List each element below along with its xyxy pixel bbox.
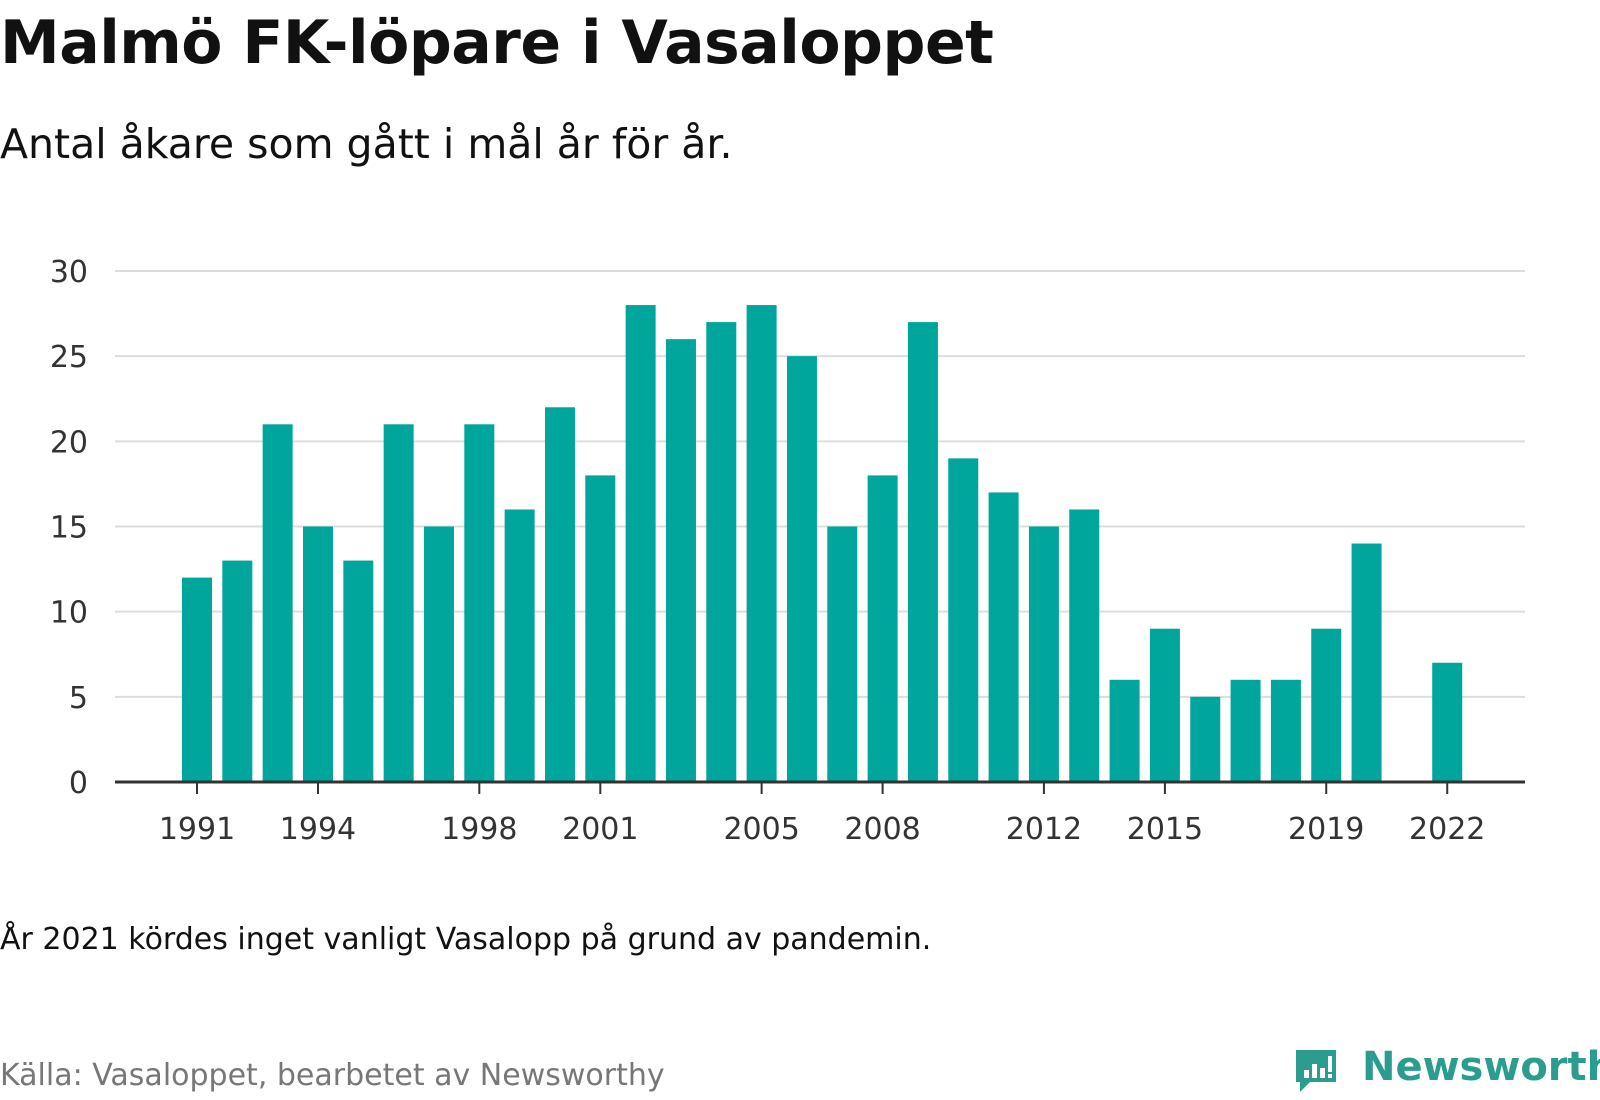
y-axis-labels: 0 5 10 15 20 25 30 [50, 255, 88, 801]
x-axis-ticks: 1991 1994 1998 2001 2005 2008 2012 2015 2019 2022 [159, 782, 1485, 847]
y-tick-label: 25 [50, 340, 88, 375]
x-tick-label: 2005 [723, 812, 799, 847]
bar-2008[interactable] [867, 475, 898, 782]
bar-1994[interactable] [302, 526, 333, 783]
bar-2003[interactable] [665, 339, 696, 782]
brand-name: Newsworthy [1362, 1044, 1600, 1090]
x-tick-label: 2022 [1409, 812, 1485, 847]
bar-1993[interactable] [262, 424, 293, 782]
bar-1991[interactable] [182, 577, 212, 782]
bars [182, 305, 1463, 783]
footnote: År 2021 kördes inget vanligt Vasalopp på… [0, 922, 932, 957]
x-tick-label: 1998 [441, 812, 517, 847]
bar-2001[interactable] [585, 475, 616, 782]
bar-2020[interactable] [1351, 543, 1382, 782]
x-tick-label: 1994 [280, 812, 356, 847]
y-tick-label: 15 [50, 511, 88, 546]
bar-1999[interactable] [504, 509, 535, 782]
bar-1996[interactable] [383, 424, 414, 782]
bar-2006[interactable] [786, 356, 817, 782]
bar-1995[interactable] [343, 560, 374, 782]
chart-title: Malmö FK-löpare i Vasaloppet [0, 8, 994, 78]
x-tick-label: 2015 [1127, 812, 1203, 847]
x-tick-label: 2001 [562, 812, 638, 847]
y-tick-label: 30 [50, 255, 88, 290]
bar-2018[interactable] [1270, 679, 1301, 782]
bar-2004[interactable] [706, 322, 737, 782]
x-tick-label: 1991 [159, 812, 235, 847]
bar-2022[interactable] [1432, 662, 1463, 782]
bar-1992[interactable] [222, 560, 253, 782]
bar-2011[interactable] [988, 492, 1019, 782]
bar-2005[interactable] [746, 305, 777, 782]
bar-2016[interactable] [1190, 696, 1221, 782]
bar-2014[interactable] [1109, 679, 1140, 782]
bar-2013[interactable] [1069, 509, 1100, 782]
y-tick-label: 5 [69, 681, 88, 716]
y-tick-label: 0 [69, 766, 88, 801]
x-tick-label: 2008 [844, 812, 920, 847]
y-tick-label: 20 [50, 425, 88, 460]
bar-2017[interactable] [1230, 679, 1261, 782]
bar-2000[interactable] [544, 407, 575, 782]
brand-logo[interactable]: Newsworthy [1292, 1044, 1600, 1094]
bar-2002[interactable] [625, 305, 656, 782]
bar-2012[interactable] [1028, 526, 1059, 783]
bar-1998[interactable] [464, 424, 495, 782]
bar-2019[interactable] [1311, 628, 1342, 782]
bar-1997[interactable] [423, 526, 454, 783]
y-tick-label: 10 [50, 596, 88, 631]
source-text: Källa: Vasaloppet, bearbetet av Newswort… [0, 1058, 665, 1093]
bar-2009[interactable] [907, 322, 938, 782]
x-tick-label: 2019 [1288, 812, 1364, 847]
newsworthy-logo-icon [1296, 1050, 1336, 1092]
x-tick-label: 2012 [1006, 812, 1082, 847]
bar-2015[interactable] [1149, 628, 1180, 782]
bar-2010[interactable] [948, 458, 979, 782]
bar-2007[interactable] [827, 526, 858, 783]
chart-subtitle: Antal åkare som gått i mål år för år. [0, 120, 733, 168]
bar-chart: 0 5 10 15 20 25 30 1991 1994 1998 2001 2005 2008 201… [50, 255, 1525, 847]
